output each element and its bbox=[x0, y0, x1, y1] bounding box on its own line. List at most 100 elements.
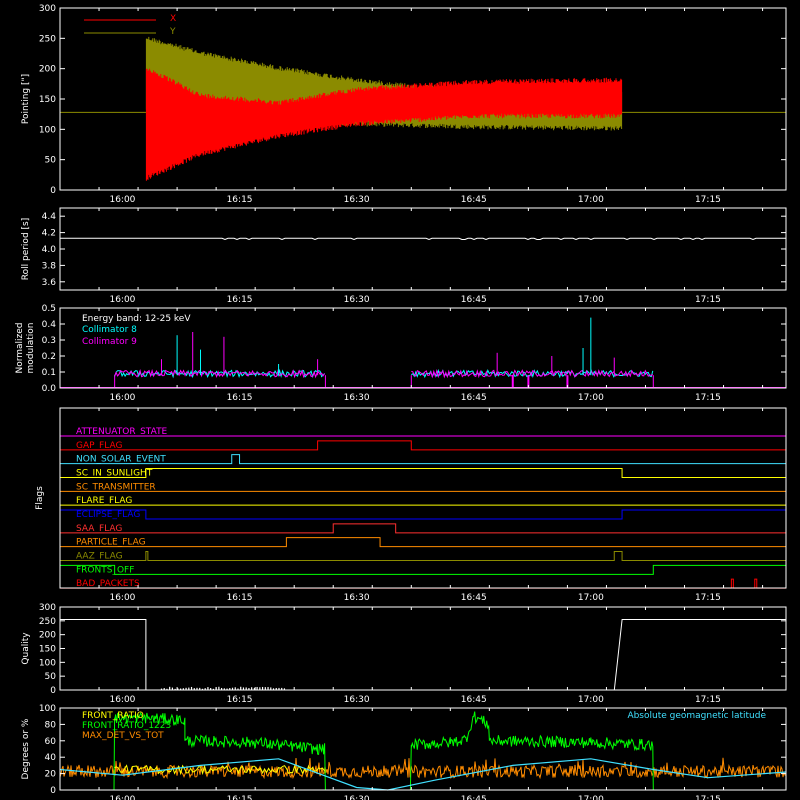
ratios-xtick-label: 17:00 bbox=[578, 795, 604, 800]
roll-frame bbox=[59, 207, 787, 291]
roll-xtick-label: 17:15 bbox=[695, 295, 721, 305]
flag-trace-fronts_off bbox=[59, 564, 787, 575]
pointing-xtick-label: 17:00 bbox=[578, 195, 604, 205]
flag-label-sc_in_sunlight: SC_IN_SUNLIGHT bbox=[76, 469, 153, 479]
quality-ytick-label: 150 bbox=[39, 645, 56, 655]
ratios-xtick-label: 16:45 bbox=[461, 795, 487, 800]
pointing-series-X bbox=[145, 68, 623, 181]
modulation-xtick-label: 16:00 bbox=[109, 393, 135, 403]
roll-ytick-label: 4.0 bbox=[42, 245, 57, 255]
flag-label-particle_flag: PARTICLE_FLAG bbox=[76, 538, 146, 548]
ratios-legend-maxdet: MAX_DET_VS_TOT bbox=[82, 731, 164, 741]
flag-label-flare_flag: FLARE_FLAG bbox=[76, 496, 132, 506]
modulation-ylabel-2: modulation bbox=[26, 323, 36, 374]
ratios-series-latitude bbox=[59, 758, 787, 791]
flags-xtick-label: 16:45 bbox=[461, 593, 487, 603]
flag-trace-saa_flag bbox=[60, 523, 786, 534]
pointing-ytick-label: 100 bbox=[39, 125, 56, 135]
modulation-xtick-label: 16:30 bbox=[344, 393, 370, 403]
pointing-ytick-label: 250 bbox=[39, 34, 56, 44]
modulation-xtick-label: 17:00 bbox=[578, 393, 604, 403]
modulation-xtick-label: 16:15 bbox=[227, 393, 253, 403]
roll-xtick-label: 16:30 bbox=[344, 295, 370, 305]
modulation-legend-c9: Collimator 9 bbox=[82, 337, 137, 347]
modulation-legend-c8: Collimator 8 bbox=[82, 325, 137, 335]
ratios-series-max-det bbox=[59, 757, 787, 780]
quality-xtick-label: 16:15 bbox=[227, 695, 253, 705]
modulation-xtick-label: 16:45 bbox=[461, 393, 487, 403]
flag-label-bad_packets: BAD_PACKETS bbox=[76, 579, 140, 589]
ratios-ylabel: Degrees or % bbox=[21, 718, 31, 779]
pointing-xtick-label: 16:00 bbox=[109, 195, 135, 205]
flag-label-fronts_off: FRONTS_OFF bbox=[76, 565, 134, 575]
pointing-ytick-label: 150 bbox=[39, 95, 56, 105]
roll-xtick-label: 17:00 bbox=[578, 295, 604, 305]
roll-ytick-label: 4.2 bbox=[42, 229, 56, 239]
ratios-xtick-label: 16:15 bbox=[227, 795, 253, 800]
quality-xtick-label: 16:45 bbox=[461, 695, 487, 705]
ratios-ytick-label: 40 bbox=[45, 753, 57, 763]
flags-ylabel: Flags bbox=[35, 486, 45, 510]
quality-ylabel: Quality bbox=[21, 632, 31, 665]
flag-trace-saa_flag bbox=[60, 440, 786, 451]
pointing-xtick-label: 16:45 bbox=[461, 195, 487, 205]
flags-xtick-label: 17:00 bbox=[578, 593, 604, 603]
quality-xtick-label: 17:15 bbox=[695, 695, 721, 705]
flag-trace-particle_flag bbox=[60, 537, 786, 548]
ratios-ytick-label: 0 bbox=[50, 786, 56, 796]
flags-xtick-label: 16:00 bbox=[109, 593, 135, 603]
ratios-xtick-label: 16:30 bbox=[344, 795, 370, 800]
modulation-ylabel-1: Normalized bbox=[15, 322, 25, 373]
quality-ytick-label: 200 bbox=[39, 631, 56, 641]
modulation-legend-title: Energy band: 12-25 keV bbox=[82, 314, 191, 324]
flag-label-sc_transmitter: SC_TRANSMITTER bbox=[76, 482, 156, 492]
quality-ytick-label: 0 bbox=[50, 686, 56, 696]
modulation-ytick-label: 0.5 bbox=[42, 304, 56, 314]
roll-ytick-label: 3.6 bbox=[42, 278, 57, 288]
modulation-ytick-label: 0.1 bbox=[42, 368, 56, 378]
modulation-frame bbox=[59, 307, 787, 389]
legend-label-x: X bbox=[170, 14, 176, 24]
flags-xtick-label: 16:15 bbox=[227, 593, 253, 603]
quality-xtick-label: 16:30 bbox=[344, 695, 370, 705]
pointing-ytick-label: 0 bbox=[50, 186, 56, 196]
flags-xtick-label: 17:15 bbox=[695, 593, 721, 603]
modulation-series bbox=[411, 368, 654, 379]
modulation-ytick-label: 0.4 bbox=[42, 320, 57, 330]
ratios-ytick-label: 20 bbox=[45, 770, 57, 780]
ratios-ytick-label: 100 bbox=[39, 704, 56, 714]
roll-ytick-label: 3.8 bbox=[42, 261, 57, 271]
roll-series bbox=[59, 237, 786, 241]
quality-series bbox=[60, 619, 786, 691]
roll-xtick-label: 16:00 bbox=[109, 295, 135, 305]
modulation-series bbox=[114, 368, 326, 379]
flag-trace-eclipse_flag bbox=[59, 509, 787, 520]
ratios-legend-latitude: Absolute geomagnetic latitude bbox=[627, 711, 766, 721]
ratios-xtick-label: 16:00 bbox=[109, 795, 135, 800]
flags-frame bbox=[59, 407, 787, 589]
modulation-ytick-label: 0.3 bbox=[42, 336, 56, 346]
flag-label-attenuator_state: ATTENUATOR_STATE bbox=[76, 427, 168, 437]
modulation-ytick-label: 0.0 bbox=[42, 384, 57, 394]
modulation-ytick-label: 0.2 bbox=[42, 352, 56, 362]
quality-ytick-label: 50 bbox=[45, 672, 57, 682]
quality-xtick-label: 16:00 bbox=[109, 695, 135, 705]
ratios-legend-front: FRONT_RATIO bbox=[82, 711, 144, 721]
pointing-xtick-label: 17:15 bbox=[695, 195, 721, 205]
pointing-xtick-label: 16:30 bbox=[344, 195, 370, 205]
roll-xtick-label: 16:15 bbox=[227, 295, 253, 305]
ratios-ytick-label: 80 bbox=[45, 720, 57, 730]
roll-ylabel: Roll period [s] bbox=[21, 218, 31, 280]
flag-trace-bad_packets bbox=[60, 578, 786, 589]
flags-xtick-label: 16:30 bbox=[344, 593, 370, 603]
legend-label-y: Y bbox=[169, 27, 176, 37]
quality-xtick-label: 17:00 bbox=[578, 695, 604, 705]
quality-ytick-label: 100 bbox=[39, 658, 56, 668]
ratios-ytick-label: 60 bbox=[45, 737, 57, 747]
flag-trace-aaz_flag bbox=[60, 551, 786, 561]
flag-label-gap_flag: GAP_FLAG bbox=[76, 441, 122, 451]
pointing-ylabel: Pointing ["] bbox=[21, 74, 31, 124]
flag-label-saa_flag: SAA_FLAG bbox=[76, 524, 122, 534]
pointing-ytick-label: 200 bbox=[39, 65, 56, 75]
